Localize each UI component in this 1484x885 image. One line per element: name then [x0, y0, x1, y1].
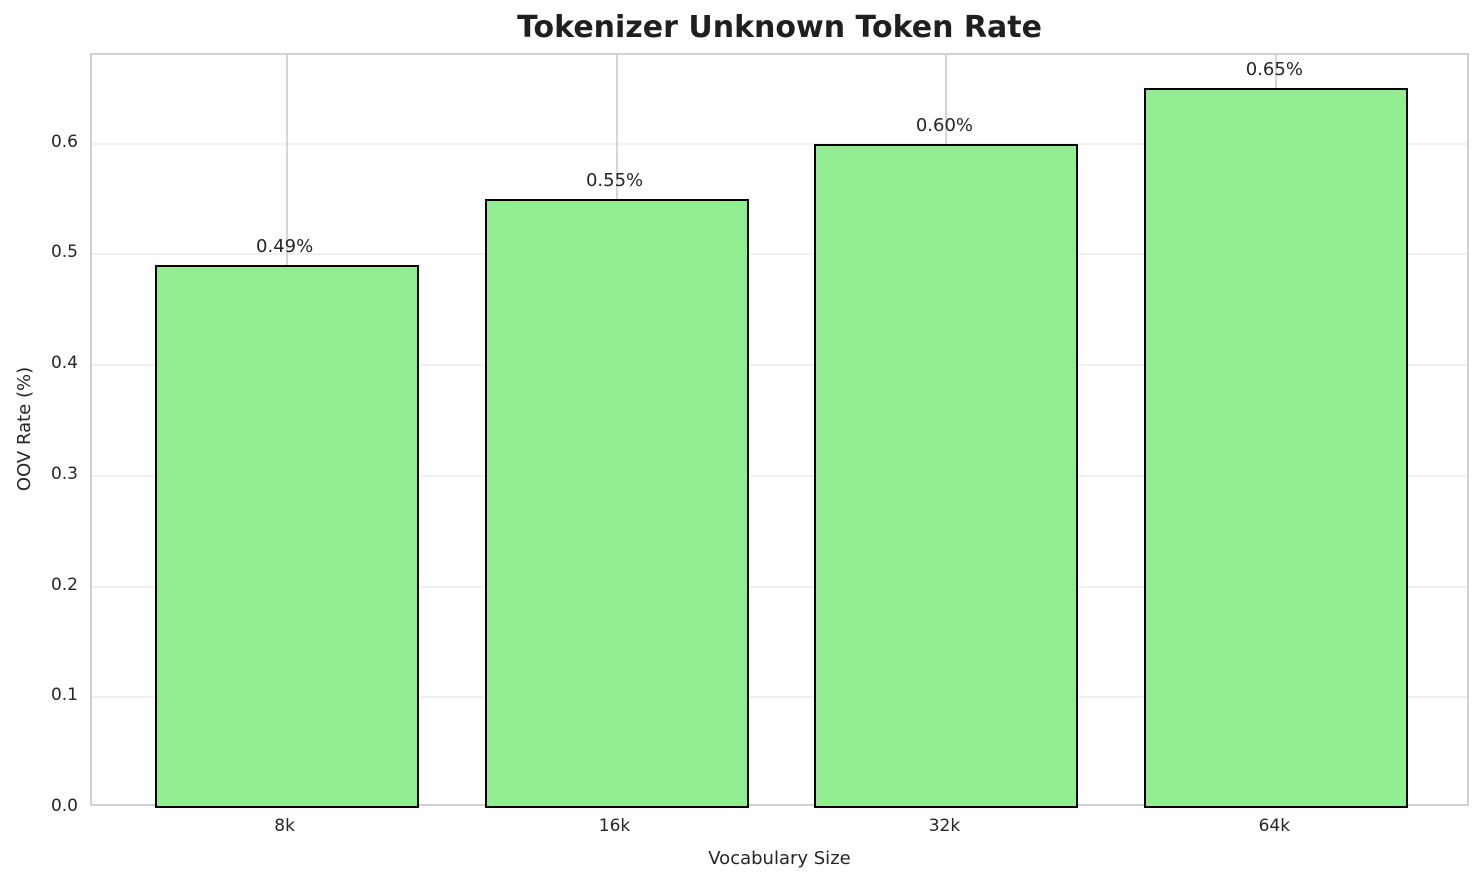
y-tick-label: 0.4 [50, 353, 78, 374]
y-gridline [92, 253, 1467, 256]
bar-value-label: 0.65% [1245, 59, 1303, 81]
x-tick-label: 64k [1258, 816, 1291, 836]
y-tick-label: 0.1 [50, 685, 78, 706]
chart-title: Tokenizer Unknown Token Rate [517, 10, 1042, 45]
y-gridline [92, 474, 1467, 477]
y-tick-label: 0.0 [50, 796, 78, 816]
bar-8k [154, 265, 419, 808]
x-tick-label: 16k [598, 816, 631, 836]
bar-32k [814, 143, 1079, 808]
bar-64k [1144, 88, 1409, 808]
y-tick-label: 0.6 [50, 131, 78, 152]
x-tick-label: 32k [928, 816, 961, 836]
y-tick-label: 0.2 [50, 574, 78, 595]
y-gridline [92, 364, 1467, 367]
y-tick-label: 0.3 [50, 463, 78, 484]
y-gridline [92, 696, 1467, 699]
bar-value-label: 0.55% [585, 169, 644, 191]
x-axis-label: Vocabulary Size [708, 848, 851, 869]
bar-value-label: 0.49% [256, 236, 314, 258]
y-gridline [92, 585, 1467, 588]
plot-area [90, 53, 1469, 808]
bar-value-label: 0.60% [915, 114, 974, 136]
bar-16k [484, 198, 749, 808]
x-tick-label: 8k [274, 816, 295, 836]
y-tick-label: 0.5 [50, 242, 78, 263]
y-gridline [92, 142, 1467, 145]
